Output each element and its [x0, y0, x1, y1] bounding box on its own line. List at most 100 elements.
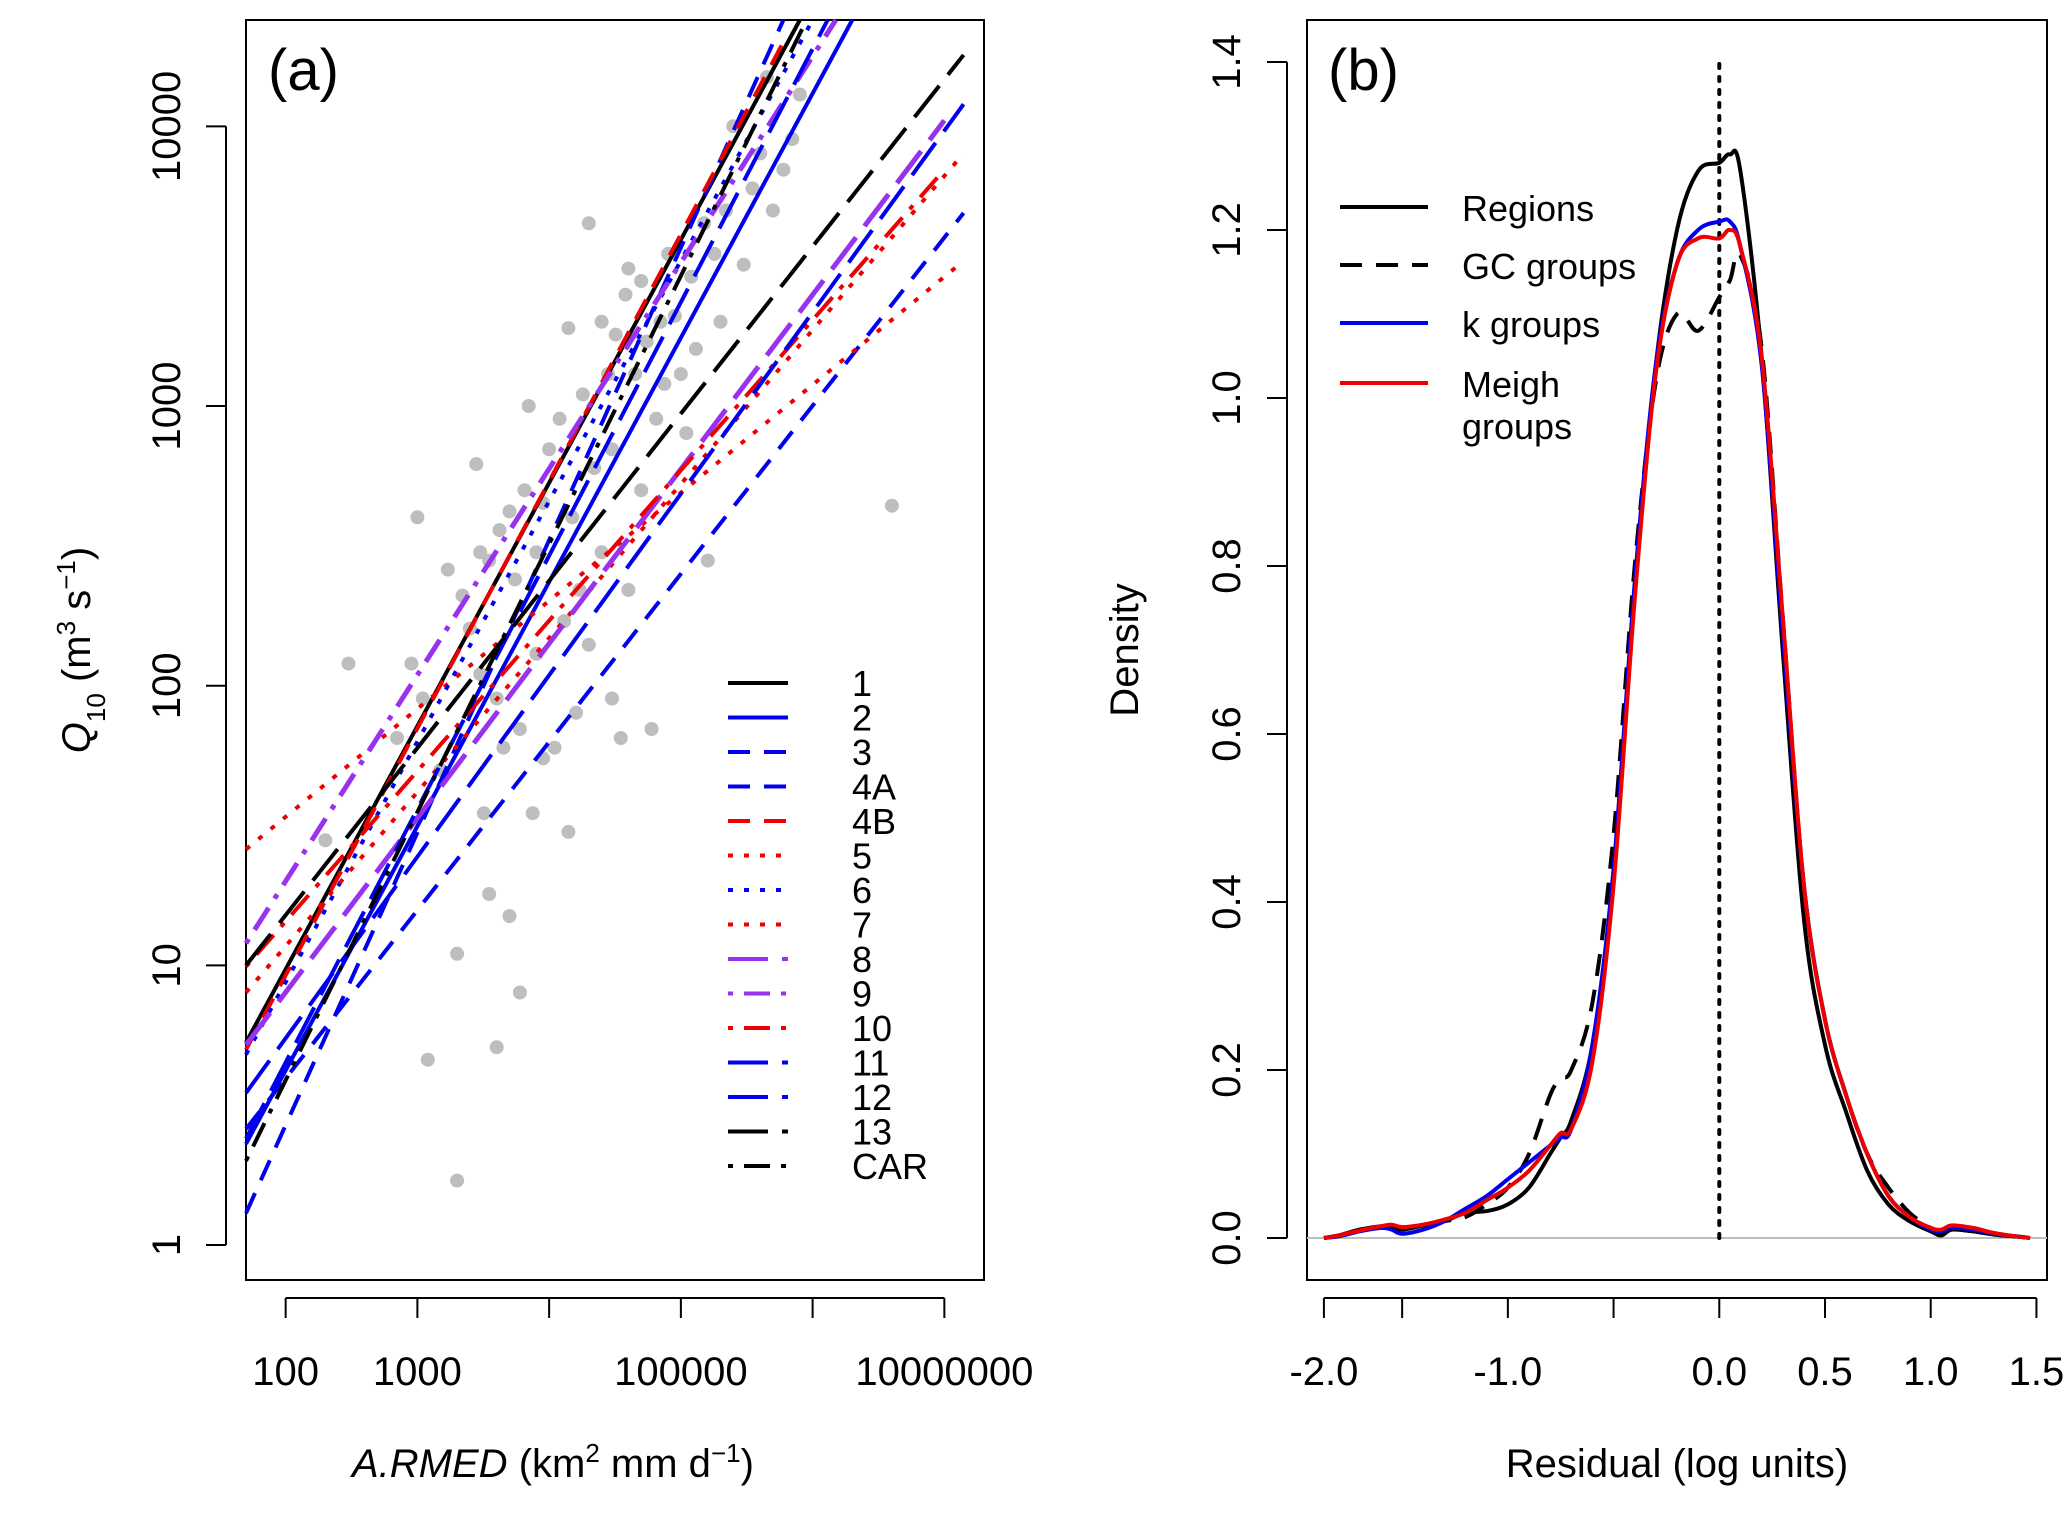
density-curve-meigh-groups [1323, 227, 2031, 1240]
panel-b-y-title: Density [1103, 583, 1147, 716]
x-tick-label: 100000 [614, 1350, 747, 1394]
data-point [713, 314, 728, 329]
panel-b-lines [1323, 148, 2031, 1240]
legend-label: 4A [852, 767, 896, 808]
data-point [542, 442, 557, 457]
data-point [415, 691, 430, 706]
data-point [618, 287, 633, 302]
data-point [561, 321, 576, 336]
y-tick-label: 0.6 [1205, 706, 1249, 762]
panel-b-frame [1306, 19, 2048, 1281]
x-tick-label: 0.0 [1691, 1350, 1747, 1394]
data-point [657, 376, 672, 391]
data-point [492, 523, 507, 538]
data-point [575, 387, 590, 402]
data-point [605, 442, 619, 457]
y-tick-label: 10 [145, 943, 189, 988]
data-point [608, 327, 623, 342]
panel-a-points [318, 70, 899, 1188]
legend-label: 4B [852, 801, 896, 842]
y-tick-label: 0.4 [1205, 874, 1249, 930]
legend-label: 12 [852, 1077, 892, 1118]
legend-label: k groups [1462, 304, 1600, 345]
y-tick-label: 1000 [145, 362, 189, 451]
data-point [512, 722, 527, 736]
panel-a-y-axis: 1 10 100 1000 10000 [145, 71, 227, 1256]
legend-label: 5 [852, 836, 872, 877]
data-point [521, 399, 536, 413]
data-point [613, 731, 628, 745]
y-tick-label: 10000 [145, 71, 189, 182]
legend-label: 1 [852, 663, 872, 704]
x-tick-label: 100 [252, 1350, 319, 1394]
x-tick-label: 10000000 [855, 1350, 1033, 1394]
density-curve-gc-groups [1323, 250, 2031, 1240]
data-point [776, 162, 791, 177]
y-tick-label: 0.2 [1205, 1042, 1249, 1098]
data-point [884, 498, 899, 513]
series-line-9 [243, 18, 838, 945]
data-point [512, 985, 527, 1000]
data-point [605, 691, 619, 706]
series-line-3 [244, 211, 966, 1131]
data-point [476, 806, 491, 821]
panel-a-y-title: Q10 (m3 s−1) [51, 547, 111, 753]
data-point [792, 87, 807, 102]
data-point [569, 705, 583, 720]
data-point [410, 510, 425, 525]
data-point [561, 824, 576, 839]
data-point [688, 341, 703, 356]
data-point [525, 806, 540, 821]
data-point [736, 257, 751, 272]
panel-a-label: (a) [268, 38, 339, 103]
data-point [489, 1040, 504, 1055]
panel-a-x-title: A.RMED (km2 mm d−1) [350, 1438, 754, 1486]
legend-label: CAR [852, 1146, 928, 1187]
panel-b: -2.0 -1.0 0.0 0.5 1.0 1.5 0.0 0.2 0.4 0.6 0.8 1.0 1… [1103, 19, 2065, 1486]
density-curve-k-groups [1323, 217, 2031, 1240]
legend-label: GC groups [1462, 246, 1636, 287]
data-point [707, 246, 722, 261]
data-point [673, 367, 688, 382]
data-point [594, 314, 609, 329]
data-point [649, 411, 664, 426]
data-point [552, 411, 567, 426]
y-tick-label: 0.8 [1205, 538, 1249, 594]
series-line-8 [244, 118, 947, 1047]
panel-a-lines [243, 18, 966, 1215]
data-point [765, 203, 780, 218]
legend-label: 3 [852, 732, 872, 773]
y-tick-label: 1 [145, 1234, 189, 1256]
series-line-4b [244, 41, 786, 1051]
data-point [341, 656, 356, 671]
x-tick-label: 1.5 [2009, 1350, 2065, 1394]
legend-label: Regions [1462, 188, 1594, 229]
data-point [502, 504, 517, 519]
data-point [404, 656, 419, 671]
panel-b-label: (b) [1328, 38, 1399, 103]
data-point [547, 740, 562, 755]
legend-label: 9 [852, 974, 872, 1015]
data-point [420, 1052, 435, 1067]
legend-label: 11 [852, 1043, 889, 1084]
legend-label: 6 [852, 870, 872, 911]
data-point [473, 545, 488, 560]
panel-a: 100 1000 100000 10000000 1 10 100 1000 10000 12… [51, 18, 1033, 1486]
data-point [507, 572, 522, 587]
y-tick-label: 0.0 [1205, 1210, 1249, 1266]
series-line-12 [244, 19, 830, 1140]
y-tick-label: 100 [145, 652, 189, 719]
x-tick-label: -1.0 [1473, 1350, 1542, 1394]
data-point [634, 274, 649, 288]
panel-b-y-axis: 0.0 0.2 0.4 0.6 0.8 1.0 1.2 1.4 [1205, 34, 1288, 1266]
legend-label: Meigh groups [1462, 364, 1572, 447]
legend-label: 13 [852, 1112, 892, 1153]
data-point [482, 887, 497, 901]
x-tick-label: 1000 [373, 1350, 462, 1394]
data-point [679, 426, 694, 441]
y-tick-label: 1.4 [1205, 34, 1249, 90]
data-point [594, 545, 609, 560]
x-tick-label: 1.0 [1903, 1350, 1959, 1394]
